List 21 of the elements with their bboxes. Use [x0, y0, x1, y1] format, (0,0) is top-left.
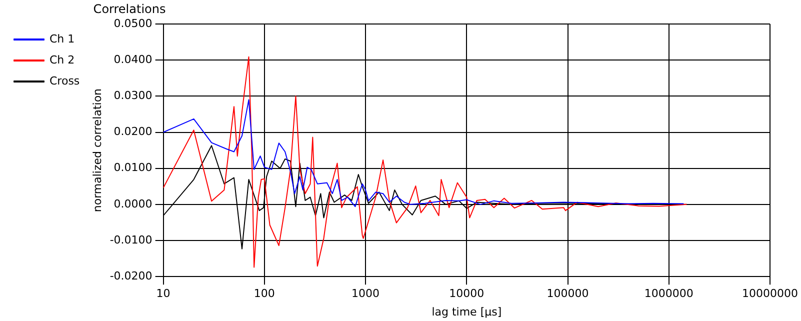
- x-tick-label: 10: [156, 287, 170, 300]
- legend-label: Cross: [50, 74, 80, 88]
- y-tick-label: 0.0100: [114, 161, 152, 174]
- chart-title: Correlations: [93, 2, 166, 16]
- x-tick-label: 10000000: [742, 287, 798, 300]
- y-tick-label: -0.0100: [110, 233, 152, 246]
- x-tick-label: 1000: [352, 287, 380, 300]
- y-tick-label: 0.0200: [114, 125, 152, 138]
- y-tick-label: 0.0300: [114, 89, 152, 102]
- y-tick-label: 0.0000: [114, 197, 152, 210]
- y-tick-label: -0.0200: [110, 269, 152, 282]
- legend-label: Ch 1: [50, 32, 75, 46]
- x-axis-title: lag time [µs]: [432, 305, 502, 318]
- x-tick-label: 100000: [546, 287, 589, 300]
- y-tick-label: 0.0500: [114, 16, 152, 30]
- x-tick-label: 100: [254, 287, 275, 300]
- legend-label: Ch 2: [50, 53, 75, 66]
- y-axis-title: normalized correlation: [91, 88, 104, 212]
- x-tick-label: 1000000: [644, 287, 694, 300]
- x-tick-label: 10000: [449, 287, 484, 300]
- y-tick-label: 0.0400: [114, 52, 152, 66]
